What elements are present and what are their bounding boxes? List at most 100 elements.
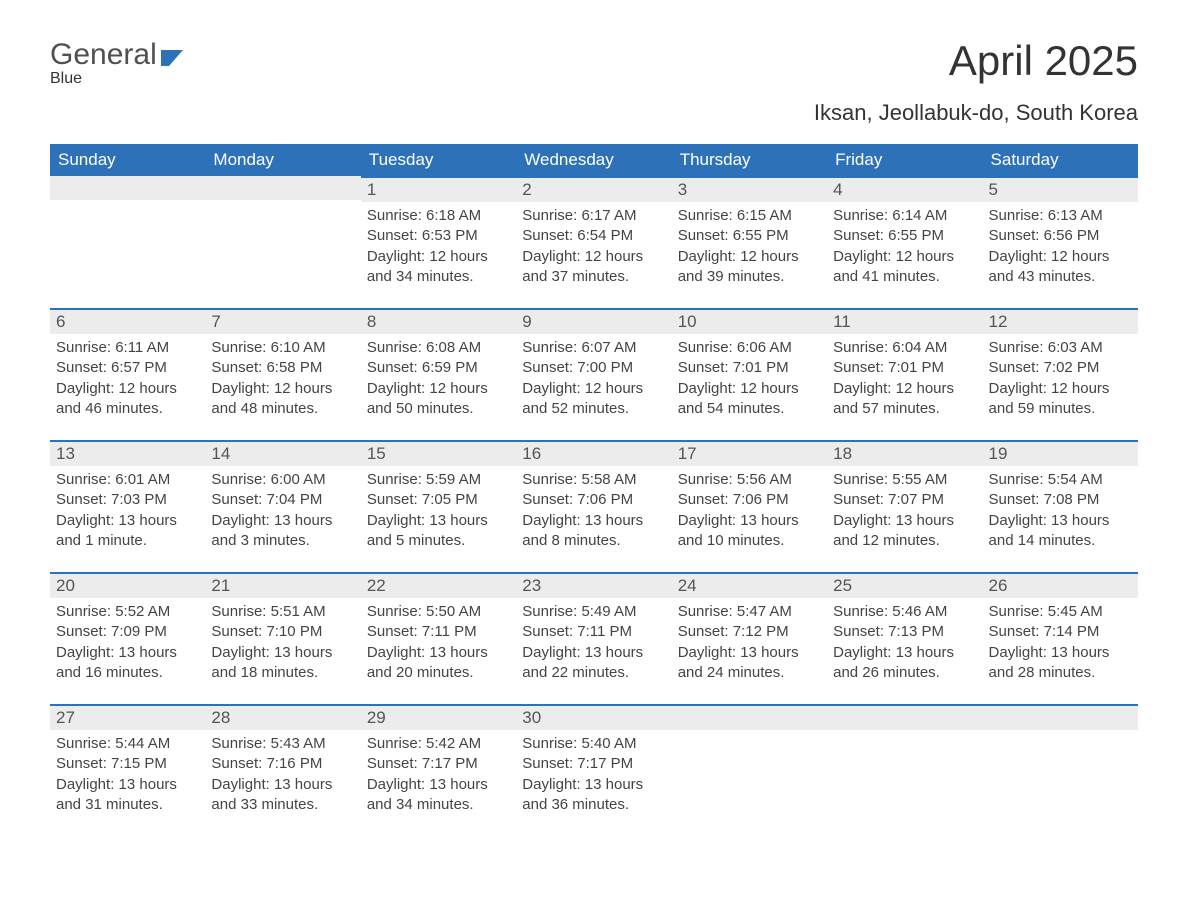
sunset-label: Sunset: 7:10 PM bbox=[211, 622, 354, 642]
calendar-week-row: 13Sunrise: 6:01 AMSunset: 7:03 PMDayligh… bbox=[50, 440, 1138, 572]
day-body: Sunrise: 5:55 AMSunset: 7:07 PMDaylight:… bbox=[827, 466, 982, 555]
day-body: Sunrise: 5:43 AMSunset: 7:16 PMDaylight:… bbox=[205, 730, 360, 819]
day-body: Sunrise: 6:03 AMSunset: 7:02 PMDaylight:… bbox=[983, 334, 1138, 423]
calendar-day-cell: 29Sunrise: 5:42 AMSunset: 7:17 PMDayligh… bbox=[361, 704, 516, 836]
calendar-day-cell: 5Sunrise: 6:13 AMSunset: 6:56 PMDaylight… bbox=[983, 176, 1138, 308]
day-number bbox=[983, 704, 1138, 730]
flag-icon bbox=[161, 46, 189, 66]
day-body: Sunrise: 6:10 AMSunset: 6:58 PMDaylight:… bbox=[205, 334, 360, 423]
sunrise-label: Sunrise: 6:01 AM bbox=[56, 470, 199, 490]
daylight-label: Daylight: 13 hours and 12 minutes. bbox=[833, 511, 976, 552]
calendar-day-cell: 4Sunrise: 6:14 AMSunset: 6:55 PMDaylight… bbox=[827, 176, 982, 308]
day-body: Sunrise: 6:17 AMSunset: 6:54 PMDaylight:… bbox=[516, 202, 671, 291]
sunset-label: Sunset: 7:17 PM bbox=[522, 754, 665, 774]
sunset-label: Sunset: 6:55 PM bbox=[833, 226, 976, 246]
daylight-label: Daylight: 13 hours and 3 minutes. bbox=[211, 511, 354, 552]
daylight-label: Daylight: 13 hours and 5 minutes. bbox=[367, 511, 510, 552]
daylight-label: Daylight: 13 hours and 1 minute. bbox=[56, 511, 199, 552]
day-body: Sunrise: 6:13 AMSunset: 6:56 PMDaylight:… bbox=[983, 202, 1138, 291]
day-number: 2 bbox=[516, 176, 671, 202]
sunset-label: Sunset: 7:09 PM bbox=[56, 622, 199, 642]
sunset-label: Sunset: 7:06 PM bbox=[522, 490, 665, 510]
weekday-header: Wednesday bbox=[516, 144, 671, 176]
calendar-week-row: 20Sunrise: 5:52 AMSunset: 7:09 PMDayligh… bbox=[50, 572, 1138, 704]
day-number: 14 bbox=[205, 440, 360, 466]
calendar-day-cell: 19Sunrise: 5:54 AMSunset: 7:08 PMDayligh… bbox=[983, 440, 1138, 572]
day-number bbox=[672, 704, 827, 730]
sunset-label: Sunset: 7:03 PM bbox=[56, 490, 199, 510]
sunset-label: Sunset: 7:08 PM bbox=[989, 490, 1132, 510]
day-number bbox=[205, 176, 360, 200]
daylight-label: Daylight: 12 hours and 43 minutes. bbox=[989, 247, 1132, 288]
day-number bbox=[827, 704, 982, 730]
day-number: 4 bbox=[827, 176, 982, 202]
day-number: 7 bbox=[205, 308, 360, 334]
sunrise-label: Sunrise: 6:08 AM bbox=[367, 338, 510, 358]
weekday-header: Thursday bbox=[672, 144, 827, 176]
calendar-day-cell: 2Sunrise: 6:17 AMSunset: 6:54 PMDaylight… bbox=[516, 176, 671, 308]
daylight-label: Daylight: 13 hours and 16 minutes. bbox=[56, 643, 199, 684]
day-body: Sunrise: 6:14 AMSunset: 6:55 PMDaylight:… bbox=[827, 202, 982, 291]
daylight-label: Daylight: 13 hours and 36 minutes. bbox=[522, 775, 665, 816]
sunrise-label: Sunrise: 5:46 AM bbox=[833, 602, 976, 622]
day-body: Sunrise: 6:15 AMSunset: 6:55 PMDaylight:… bbox=[672, 202, 827, 291]
sunrise-label: Sunrise: 6:10 AM bbox=[211, 338, 354, 358]
logo-text-blue: Blue bbox=[50, 70, 82, 88]
calendar-day-cell: 23Sunrise: 5:49 AMSunset: 7:11 PMDayligh… bbox=[516, 572, 671, 704]
calendar-day-cell: 26Sunrise: 5:45 AMSunset: 7:14 PMDayligh… bbox=[983, 572, 1138, 704]
day-body: Sunrise: 6:00 AMSunset: 7:04 PMDaylight:… bbox=[205, 466, 360, 555]
daylight-label: Daylight: 12 hours and 57 minutes. bbox=[833, 379, 976, 420]
day-number: 29 bbox=[361, 704, 516, 730]
sunrise-label: Sunrise: 6:18 AM bbox=[367, 206, 510, 226]
sunrise-label: Sunrise: 5:51 AM bbox=[211, 602, 354, 622]
sunset-label: Sunset: 6:57 PM bbox=[56, 358, 199, 378]
day-number: 19 bbox=[983, 440, 1138, 466]
sunrise-label: Sunrise: 6:13 AM bbox=[989, 206, 1132, 226]
logo-text-general: General bbox=[50, 40, 157, 70]
day-body: Sunrise: 5:47 AMSunset: 7:12 PMDaylight:… bbox=[672, 598, 827, 687]
day-body bbox=[827, 730, 982, 738]
day-body: Sunrise: 6:07 AMSunset: 7:00 PMDaylight:… bbox=[516, 334, 671, 423]
calendar-day-cell: 30Sunrise: 5:40 AMSunset: 7:17 PMDayligh… bbox=[516, 704, 671, 836]
daylight-label: Daylight: 12 hours and 59 minutes. bbox=[989, 379, 1132, 420]
day-number: 16 bbox=[516, 440, 671, 466]
sunrise-label: Sunrise: 5:58 AM bbox=[522, 470, 665, 490]
day-body: Sunrise: 5:42 AMSunset: 7:17 PMDaylight:… bbox=[361, 730, 516, 819]
daylight-label: Daylight: 13 hours and 33 minutes. bbox=[211, 775, 354, 816]
day-number: 22 bbox=[361, 572, 516, 598]
daylight-label: Daylight: 13 hours and 8 minutes. bbox=[522, 511, 665, 552]
day-number: 11 bbox=[827, 308, 982, 334]
day-body: Sunrise: 5:49 AMSunset: 7:11 PMDaylight:… bbox=[516, 598, 671, 687]
day-body: Sunrise: 5:45 AMSunset: 7:14 PMDaylight:… bbox=[983, 598, 1138, 687]
sunrise-label: Sunrise: 6:07 AM bbox=[522, 338, 665, 358]
calendar-day-cell: 25Sunrise: 5:46 AMSunset: 7:13 PMDayligh… bbox=[827, 572, 982, 704]
sunrise-label: Sunrise: 5:56 AM bbox=[678, 470, 821, 490]
day-number: 12 bbox=[983, 308, 1138, 334]
daylight-label: Daylight: 13 hours and 24 minutes. bbox=[678, 643, 821, 684]
calendar-week-row: 1Sunrise: 6:18 AMSunset: 6:53 PMDaylight… bbox=[50, 176, 1138, 308]
sunrise-label: Sunrise: 5:44 AM bbox=[56, 734, 199, 754]
day-body: Sunrise: 5:40 AMSunset: 7:17 PMDaylight:… bbox=[516, 730, 671, 819]
day-number: 27 bbox=[50, 704, 205, 730]
daylight-label: Daylight: 13 hours and 20 minutes. bbox=[367, 643, 510, 684]
sunrise-label: Sunrise: 6:14 AM bbox=[833, 206, 976, 226]
sunset-label: Sunset: 7:11 PM bbox=[367, 622, 510, 642]
day-number: 8 bbox=[361, 308, 516, 334]
sunrise-label: Sunrise: 5:47 AM bbox=[678, 602, 821, 622]
calendar-day-cell bbox=[672, 704, 827, 836]
weekday-header: Tuesday bbox=[361, 144, 516, 176]
sunset-label: Sunset: 7:01 PM bbox=[678, 358, 821, 378]
calendar-day-cell: 9Sunrise: 6:07 AMSunset: 7:00 PMDaylight… bbox=[516, 308, 671, 440]
calendar-week-row: 27Sunrise: 5:44 AMSunset: 7:15 PMDayligh… bbox=[50, 704, 1138, 836]
day-number: 10 bbox=[672, 308, 827, 334]
title-block: April 2025 Iksan, Jeollabuk-do, South Ko… bbox=[814, 40, 1138, 126]
day-number: 3 bbox=[672, 176, 827, 202]
sunset-label: Sunset: 7:07 PM bbox=[833, 490, 976, 510]
weekday-header-row: Sunday Monday Tuesday Wednesday Thursday… bbox=[50, 144, 1138, 176]
calendar-day-cell: 14Sunrise: 6:00 AMSunset: 7:04 PMDayligh… bbox=[205, 440, 360, 572]
weekday-header: Friday bbox=[827, 144, 982, 176]
calendar-day-cell: 17Sunrise: 5:56 AMSunset: 7:06 PMDayligh… bbox=[672, 440, 827, 572]
sunset-label: Sunset: 7:14 PM bbox=[989, 622, 1132, 642]
daylight-label: Daylight: 12 hours and 48 minutes. bbox=[211, 379, 354, 420]
day-body: Sunrise: 5:54 AMSunset: 7:08 PMDaylight:… bbox=[983, 466, 1138, 555]
